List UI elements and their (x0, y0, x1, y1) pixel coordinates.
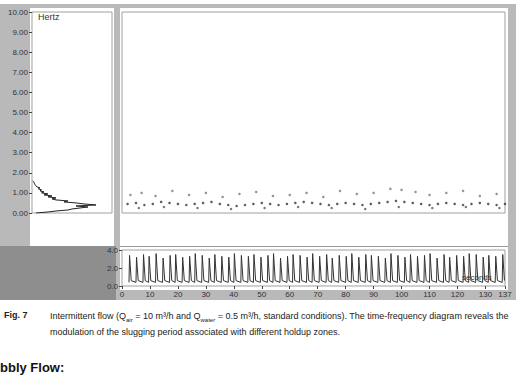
svg-text:3.00: 3.00 (12, 148, 28, 157)
html-text:Fig. 7: Fig. 7 (4, 310, 28, 320)
svg-text:0: 0 (120, 290, 125, 299)
html-text:Hertz: Hertz (38, 12, 60, 22)
svg-text:10.00: 10.00 (8, 8, 29, 17)
svg-text:8.00: 8.00 (12, 48, 28, 57)
svg-text:7.00: 7.00 (12, 68, 28, 77)
svg-text:137: 137 (498, 290, 512, 299)
html-text:seconds: seconds (462, 273, 492, 282)
svg-text:0.0: 0.0 (107, 282, 119, 291)
svg-text:6.00: 6.00 (12, 88, 28, 97)
svg-text:1.00: 1.00 (12, 188, 28, 197)
svg-text:9.00: 9.00 (12, 28, 28, 37)
svg-text:100: 100 (395, 290, 409, 299)
svg-text:2.00: 2.00 (12, 168, 28, 177)
svg-text:0.00: 0.00 (12, 209, 28, 218)
svg-text:70: 70 (313, 290, 322, 299)
svg-text:2.0: 2.0 (107, 264, 119, 273)
html-text:Intermittent flow (Qair= 10 m³: Intermittent flow (Qair= 10 m³/h and Qwa… (50, 311, 509, 337)
svg-text:5.00: 5.00 (12, 108, 28, 117)
svg-text:10: 10 (146, 290, 155, 299)
svg-text:60: 60 (285, 290, 294, 299)
svg-text:4.0: 4.0 (107, 246, 119, 255)
svg-text:120: 120 (451, 290, 465, 299)
svg-text:130: 130 (479, 290, 493, 299)
svg-text:40: 40 (229, 290, 238, 299)
svg-text:4.00: 4.00 (12, 128, 28, 137)
svg-text:80: 80 (341, 290, 350, 299)
svg-text:110: 110 (423, 290, 436, 299)
svg-text:90: 90 (369, 290, 378, 299)
html-text:bbly Flow:: bbly Flow: (0, 360, 65, 375)
svg-text:20: 20 (173, 290, 182, 299)
svg-text:50: 50 (257, 290, 266, 299)
svg-text:30: 30 (201, 290, 210, 299)
